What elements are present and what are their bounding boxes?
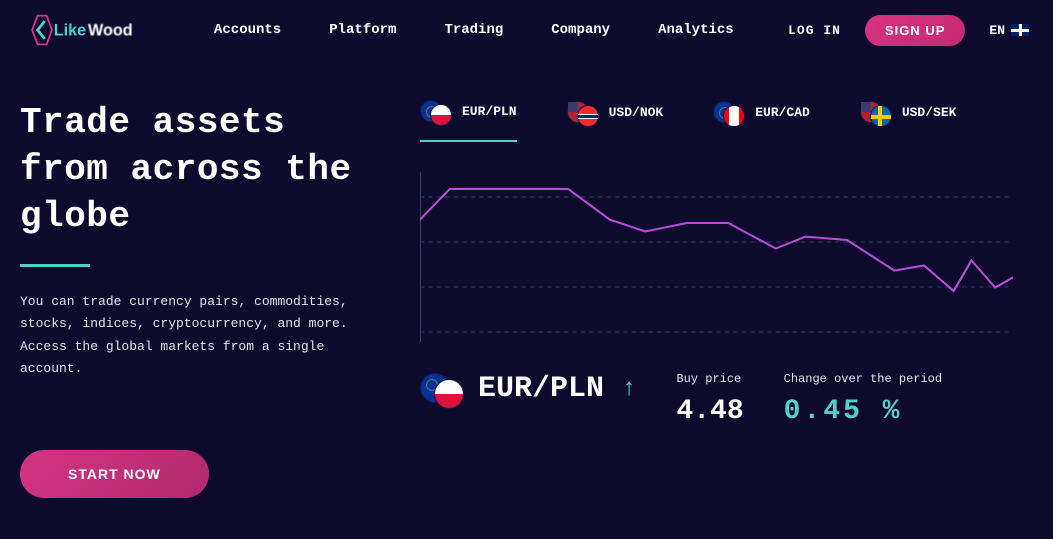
logo[interactable]: Like Wood bbox=[24, 12, 134, 48]
pair-tab-label: EUR/CAD bbox=[755, 105, 810, 120]
buy-price-label: Buy price bbox=[676, 372, 743, 386]
price-chart bbox=[420, 172, 1013, 342]
main-content: Trade assets from across the globe You c… bbox=[0, 60, 1053, 518]
selected-pair: EUR/PLN ↑ bbox=[420, 372, 636, 406]
change-value: 0.45 % bbox=[784, 396, 942, 427]
login-button[interactable]: LOG IN bbox=[788, 23, 841, 38]
hero-section: Trade assets from across the globe You c… bbox=[20, 100, 360, 498]
header-actions: LOG IN SIGN UP EN bbox=[788, 15, 1029, 46]
hero-subtitle: You can trade currency pairs, commoditie… bbox=[20, 291, 360, 379]
flag-pair-icon bbox=[860, 101, 892, 123]
buy-price-block: Buy price 4.48 bbox=[676, 372, 743, 427]
pair-tab-label: USD/SEK bbox=[902, 105, 957, 120]
nav-analytics[interactable]: Analytics bbox=[658, 22, 734, 38]
main-nav: Accounts Platform Trading Company Analyt… bbox=[214, 22, 748, 38]
arrow-up-icon: ↑ bbox=[622, 376, 636, 403]
pair-tabs: EUR/PLN USD/NOK EUR/CAD bbox=[420, 100, 1013, 142]
pair-tab-eur-pln[interactable]: EUR/PLN bbox=[420, 100, 517, 142]
flag-pair-icon bbox=[420, 373, 464, 405]
language-selector[interactable]: EN bbox=[989, 23, 1029, 38]
pair-tab-usd-sek[interactable]: USD/SEK bbox=[860, 100, 957, 142]
selected-pair-name: EUR/PLN bbox=[478, 372, 604, 406]
start-now-button[interactable]: START NOW bbox=[20, 450, 209, 498]
change-label: Change over the period bbox=[784, 372, 942, 386]
header: Like Wood Accounts Platform Trading Comp… bbox=[0, 0, 1053, 60]
nav-company[interactable]: Company bbox=[551, 22, 610, 38]
pair-tab-usd-nok[interactable]: USD/NOK bbox=[567, 100, 664, 142]
change-block: Change over the period 0.45 % bbox=[784, 372, 942, 427]
flag-pair-icon bbox=[567, 101, 599, 123]
logo-text-1: Like bbox=[54, 21, 86, 39]
svg-text:Wood: Wood bbox=[88, 21, 133, 39]
flag-uk-icon bbox=[1011, 24, 1029, 36]
pair-tab-label: EUR/PLN bbox=[462, 104, 517, 119]
flag-pair-icon bbox=[420, 100, 452, 122]
language-label: EN bbox=[989, 23, 1005, 38]
signup-button[interactable]: SIGN UP bbox=[865, 15, 965, 46]
flag-pair-icon bbox=[713, 101, 745, 123]
nav-accounts[interactable]: Accounts bbox=[214, 22, 281, 38]
hero-title: Trade assets from across the globe bbox=[20, 100, 360, 240]
pair-tab-label: USD/NOK bbox=[609, 105, 664, 120]
nav-trading[interactable]: Trading bbox=[444, 22, 503, 38]
hero-underline bbox=[20, 264, 90, 267]
trading-panel: EUR/PLN USD/NOK EUR/CAD bbox=[420, 100, 1033, 498]
pair-tab-eur-cad[interactable]: EUR/CAD bbox=[713, 100, 810, 142]
buy-price-value: 4.48 bbox=[676, 396, 743, 427]
stats-row: EUR/PLN ↑ Buy price 4.48 Change over the… bbox=[420, 372, 1013, 427]
nav-platform[interactable]: Platform bbox=[329, 22, 396, 38]
